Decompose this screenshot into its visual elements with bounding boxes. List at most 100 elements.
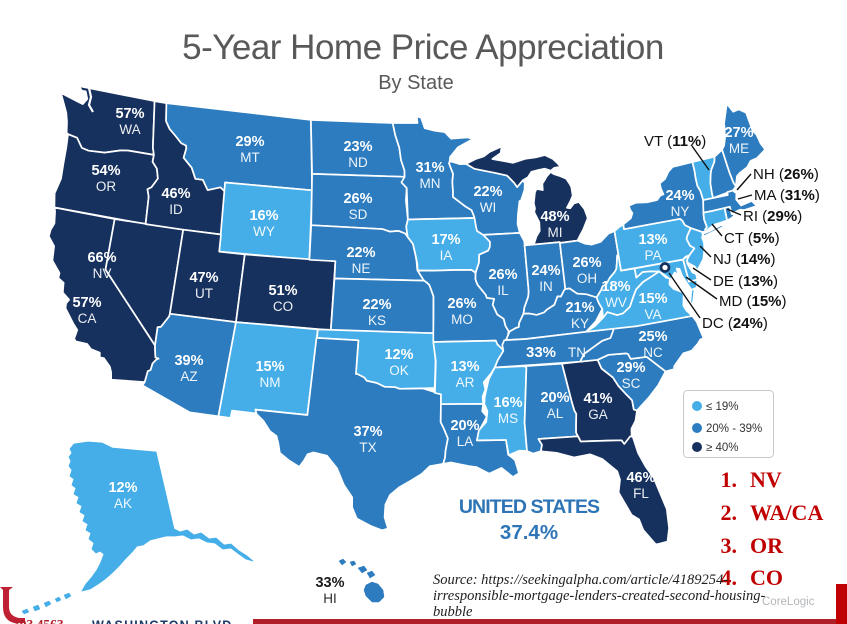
svg-text:39%: 39% bbox=[174, 353, 203, 369]
svg-text:303.4563: 303.4563 bbox=[13, 617, 64, 624]
svg-text:TN: TN bbox=[568, 345, 586, 360]
svg-text:NE: NE bbox=[352, 261, 371, 276]
svg-text:NC: NC bbox=[643, 345, 663, 360]
svg-text:OK: OK bbox=[389, 363, 409, 378]
svg-text:26%: 26% bbox=[488, 267, 517, 283]
svg-text:NM: NM bbox=[260, 375, 281, 390]
svg-text:bubble: bubble bbox=[433, 604, 473, 620]
svg-text:SC: SC bbox=[622, 376, 641, 391]
svg-text:MA (31%): MA (31%) bbox=[754, 187, 820, 204]
svg-text:≤ 19%: ≤ 19% bbox=[706, 401, 739, 413]
svg-text:CO: CO bbox=[273, 299, 293, 314]
svg-text:MO: MO bbox=[451, 312, 473, 327]
svg-text:IL: IL bbox=[497, 283, 509, 298]
svg-text:29%: 29% bbox=[616, 360, 645, 376]
svg-text:CoreLogic: CoreLogic bbox=[762, 596, 815, 608]
svg-text:Source: https://seekingalpha.c: Source: https://seekingalpha.com/article… bbox=[433, 572, 728, 588]
svg-text:LA: LA bbox=[457, 434, 474, 449]
svg-text:NH (26%): NH (26%) bbox=[753, 166, 819, 183]
svg-text:WY: WY bbox=[253, 224, 275, 239]
svg-text:17%: 17% bbox=[431, 232, 460, 248]
svg-text:OR: OR bbox=[96, 179, 117, 194]
svg-text:ME: ME bbox=[729, 141, 749, 156]
svg-text:20%: 20% bbox=[450, 418, 479, 434]
svg-text:NV: NV bbox=[750, 467, 782, 492]
svg-text:57%: 57% bbox=[115, 106, 144, 122]
svg-text:RI (29%): RI (29%) bbox=[743, 208, 802, 225]
svg-text:48%: 48% bbox=[540, 209, 569, 225]
svg-text:22%: 22% bbox=[473, 184, 502, 200]
svg-text:NY: NY bbox=[671, 204, 690, 219]
svg-text:MT: MT bbox=[240, 150, 260, 165]
svg-text:VA: VA bbox=[644, 307, 661, 322]
svg-text:MD (15%): MD (15%) bbox=[719, 293, 787, 310]
svg-text:26%: 26% bbox=[447, 296, 476, 312]
svg-text:AZ: AZ bbox=[180, 369, 197, 384]
svg-text:24%: 24% bbox=[531, 263, 560, 279]
svg-text:1.: 1. bbox=[721, 467, 738, 492]
svg-text:WV: WV bbox=[605, 295, 627, 310]
svg-text:46%: 46% bbox=[626, 470, 655, 486]
svg-text:WI: WI bbox=[480, 200, 497, 215]
svg-text:27%: 27% bbox=[724, 125, 753, 141]
svg-text:12%: 12% bbox=[108, 480, 137, 496]
svg-text:2.: 2. bbox=[721, 500, 738, 525]
svg-text:OR: OR bbox=[750, 533, 784, 558]
svg-text:KS: KS bbox=[368, 313, 386, 328]
svg-text:MS: MS bbox=[498, 411, 518, 426]
svg-text:13%: 13% bbox=[638, 232, 667, 248]
svg-text:GA: GA bbox=[588, 407, 608, 422]
svg-text:46%: 46% bbox=[161, 186, 190, 202]
svg-text:22%: 22% bbox=[346, 245, 375, 261]
svg-text:UNITED STATES: UNITED STATES bbox=[459, 496, 600, 518]
svg-text:CA: CA bbox=[78, 311, 97, 326]
svg-text:CO: CO bbox=[750, 565, 783, 590]
svg-text:20% - 39%: 20% - 39% bbox=[706, 423, 762, 435]
svg-text:NJ (14%): NJ (14%) bbox=[713, 251, 776, 268]
svg-text:TX: TX bbox=[359, 440, 376, 455]
svg-text:13%: 13% bbox=[450, 359, 479, 375]
svg-text:5-Year Home Price Appreciation: 5-Year Home Price Appreciation bbox=[182, 28, 664, 67]
svg-text:41%: 41% bbox=[583, 391, 612, 407]
svg-text:16%: 16% bbox=[249, 208, 278, 224]
svg-text:NV: NV bbox=[93, 266, 112, 281]
svg-text:UT: UT bbox=[195, 286, 213, 301]
svg-text:66%: 66% bbox=[87, 250, 116, 266]
svg-text:57%: 57% bbox=[72, 295, 101, 311]
svg-text:SD: SD bbox=[349, 207, 368, 222]
svg-text:22%: 22% bbox=[362, 297, 391, 313]
svg-text:DE (13%): DE (13%) bbox=[713, 273, 778, 290]
svg-text:12%: 12% bbox=[384, 347, 413, 363]
svg-text:20%: 20% bbox=[540, 390, 569, 406]
svg-text:WASHINGTON BLVD: WASHINGTON BLVD bbox=[92, 619, 232, 624]
svg-text:ND: ND bbox=[348, 155, 368, 170]
svg-text:WA: WA bbox=[119, 122, 140, 137]
svg-text:By State: By State bbox=[378, 72, 454, 94]
svg-text:≥ 40%: ≥ 40% bbox=[706, 442, 739, 454]
svg-text:HI: HI bbox=[323, 591, 337, 606]
svg-text:33%: 33% bbox=[526, 344, 556, 361]
svg-text:24%: 24% bbox=[665, 188, 694, 204]
svg-text:25%: 25% bbox=[638, 329, 667, 345]
svg-text:37%: 37% bbox=[353, 424, 382, 440]
svg-text:51%: 51% bbox=[268, 283, 297, 299]
svg-text:15%: 15% bbox=[638, 291, 667, 307]
svg-text:54%: 54% bbox=[91, 163, 120, 179]
svg-text:AL: AL bbox=[547, 406, 564, 421]
svg-text:21%: 21% bbox=[565, 300, 594, 316]
svg-text:MN: MN bbox=[420, 176, 441, 191]
svg-text:KY: KY bbox=[571, 316, 589, 331]
svg-text:AK: AK bbox=[114, 496, 132, 511]
svg-text:16%: 16% bbox=[493, 395, 522, 411]
svg-text:IN: IN bbox=[539, 279, 553, 294]
svg-text:AR: AR bbox=[456, 375, 475, 390]
svg-text:MI: MI bbox=[548, 225, 563, 240]
svg-text:37.4%: 37.4% bbox=[500, 521, 558, 544]
svg-text:23%: 23% bbox=[343, 139, 372, 155]
svg-text:31%: 31% bbox=[415, 160, 444, 176]
svg-text:29%: 29% bbox=[235, 134, 264, 150]
svg-text:26%: 26% bbox=[572, 255, 601, 271]
svg-text:CT (5%): CT (5%) bbox=[724, 230, 780, 247]
svg-text:26%: 26% bbox=[343, 191, 372, 207]
svg-text:ID: ID bbox=[169, 202, 183, 217]
